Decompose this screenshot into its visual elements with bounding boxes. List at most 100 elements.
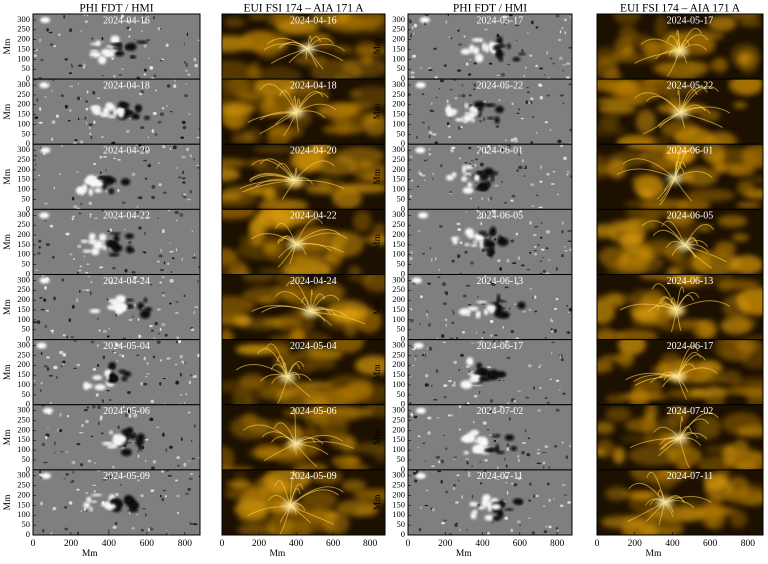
magnetic-speck [52, 332, 53, 334]
active-region [82, 184, 87, 192]
magnetic-speck [126, 130, 130, 133]
magnetic-speck [53, 507, 57, 511]
magnetic-speck [482, 248, 485, 252]
magnetic-speck [481, 197, 483, 200]
x-tick-label: 0 [31, 539, 36, 549]
y-tick-label: 200 [392, 424, 405, 434]
magnetic-speck [140, 126, 144, 129]
active-region [504, 508, 514, 510]
magnetic-speck [415, 357, 416, 361]
magnetic-speck [194, 64, 198, 68]
active-region [112, 47, 120, 50]
magnetic-speck [189, 478, 193, 480]
magnetic-speck [515, 337, 518, 339]
magnetic-speck [138, 454, 140, 458]
magnetic-speck [556, 298, 559, 300]
magnetic-speck [143, 383, 147, 386]
y-tick-label: 250 [392, 24, 405, 34]
magnetic-speck [411, 71, 415, 73]
panel-date: 2024-06-13 [477, 276, 524, 287]
active-region [492, 434, 501, 437]
magnetic-speck [554, 308, 557, 310]
magnetic-speck [533, 234, 537, 236]
coronal-glow [253, 146, 295, 154]
magnetic-speck [559, 389, 561, 390]
y-tick-label: 250 [392, 154, 405, 164]
magnetic-speck [148, 136, 150, 139]
magnetic-speck [97, 97, 101, 99]
magnetic-speck [188, 460, 190, 462]
magnetic-speck [557, 530, 559, 531]
active-region [118, 109, 124, 118]
magnetic-speck [427, 417, 431, 420]
coronal-glow [353, 210, 372, 232]
y-tick-label: 50 [397, 63, 406, 73]
magnetic-speck [474, 395, 478, 398]
magnetic-speck [454, 381, 456, 384]
magnetic-speck [41, 405, 45, 407]
magnetic-speck [506, 464, 508, 467]
magnetic-speck [521, 451, 524, 455]
column-title: PHI FDT / HMI [453, 3, 527, 15]
coronal-glow [717, 215, 747, 227]
magnetic-speck [166, 105, 168, 107]
active-region [90, 507, 93, 511]
magnetic-speck [543, 466, 545, 468]
magnetic-speck [489, 62, 492, 64]
active-region [113, 108, 116, 117]
magnetic-speck [152, 129, 155, 133]
magnetic-speck [165, 334, 168, 337]
magnetic-speck [87, 90, 89, 93]
magnetic-speck [467, 475, 471, 477]
magnetic-speck [469, 94, 472, 96]
magnetic-speck [45, 325, 48, 328]
magnetic-speck [153, 356, 156, 359]
magnetic-speck [36, 98, 38, 102]
active-region [110, 35, 119, 44]
magnetic-speck [138, 318, 139, 321]
magnetic-speck [518, 166, 522, 170]
magnetic-speck [175, 480, 178, 482]
active-region [468, 233, 475, 238]
magnetic-speck [554, 329, 557, 333]
magnetic-speck [429, 135, 431, 139]
magnetic-speck [504, 517, 508, 520]
magnetic-speck [169, 446, 173, 449]
active-region [462, 165, 466, 174]
magnetic-speck [182, 171, 184, 174]
magnetic-speck [182, 258, 183, 261]
y-tick-label: 300 [392, 209, 405, 219]
magnetic-speck [107, 298, 109, 300]
magnetic-speck [447, 99, 449, 102]
magnetic-speck [428, 126, 430, 129]
magnetic-speck [85, 272, 88, 274]
magnetic-speck [494, 440, 497, 442]
x-tick-label: 600 [140, 539, 155, 549]
magnetic-speck [160, 495, 162, 498]
magnetic-speck [569, 143, 572, 144]
magnetic-speck [484, 459, 488, 462]
magnetic-speck [569, 445, 570, 447]
y-tick-label: 250 [17, 24, 30, 34]
magnetic-speck [537, 463, 541, 465]
magnetic-speck [65, 473, 68, 476]
magnetic-speck [453, 487, 456, 491]
magnetic-speck [102, 399, 104, 403]
magnetic-speck [474, 164, 477, 167]
magnetic-speck [538, 83, 542, 86]
panel-date: 2024-06-01 [667, 146, 714, 157]
magnetic-speck [417, 230, 420, 232]
magnetic-speck [503, 326, 505, 329]
y-tick-label: 200 [17, 294, 30, 304]
limb-spot [420, 17, 430, 23]
magnetic-speck [532, 116, 534, 119]
active-region [452, 172, 457, 177]
magnetic-speck [53, 296, 56, 300]
magnetic-speck [175, 364, 178, 366]
magnetic-speck [44, 286, 47, 290]
active-region [467, 307, 478, 311]
magnetic-speck [560, 30, 561, 33]
y-tick-label: 50 [22, 454, 31, 464]
magnetic-speck [567, 230, 571, 233]
magnetic-speck [548, 466, 550, 469]
